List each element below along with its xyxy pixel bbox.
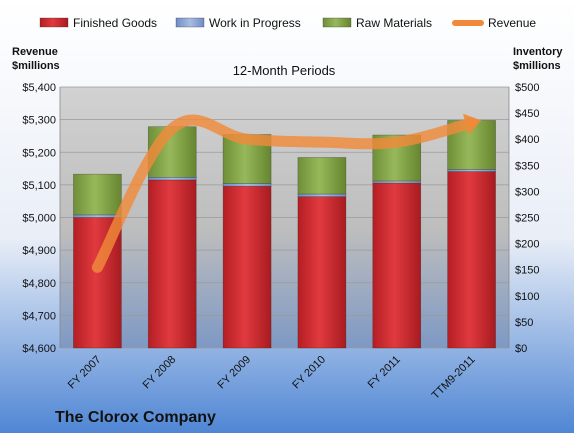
bar-finished-goods: [372, 182, 422, 349]
revenue-arrowhead: [463, 113, 482, 136]
bar-finished-goods: [297, 196, 347, 349]
left-tick-label: $4,700: [22, 310, 56, 322]
right-tick-label: $100: [515, 291, 539, 303]
legend-swatch-finished-goods: [39, 17, 69, 28]
company-name: The Clorox Company: [55, 409, 216, 426]
left-tick-label: $5,100: [22, 180, 56, 192]
bars: [73, 120, 496, 349]
legend-swatch-raw-materials: [322, 17, 352, 28]
legend-label-work-in-progress: Work in Progress: [209, 16, 301, 30]
bar-finished-goods: [447, 171, 496, 349]
bar-raw-materials: [73, 173, 122, 216]
chart-subtitle: 12-Month Periods: [233, 63, 336, 78]
right-tick-label: $200: [515, 239, 539, 251]
legend-label-raw-materials: Raw Materials: [356, 16, 432, 30]
bar-work-in-progress: [147, 177, 197, 181]
right-tick-label: $150: [515, 265, 539, 277]
left-tick-label: $4,800: [22, 278, 56, 290]
right-tick-label: $250: [515, 213, 539, 225]
right-axis-title-line1: Inventory: [513, 46, 563, 58]
right-tick-label: $350: [515, 160, 539, 172]
left-axis-title-line1: Revenue: [12, 46, 58, 58]
bar-work-in-progress: [447, 169, 496, 172]
right-tick-label: $450: [515, 108, 539, 120]
legend: Finished Goods Work in Progress Raw Materi…: [39, 16, 536, 30]
bar-finished-goods: [222, 185, 272, 349]
left-tick-label: $5,400: [22, 82, 56, 94]
right-tick-label: $0: [515, 343, 527, 355]
left-axis-ticks: $4,600 $4,700 $4,800 $4,900 $5,000 $5,100 $5,2…: [22, 82, 56, 355]
right-axis-title-line2: $millions: [513, 60, 561, 72]
left-tick-label: $4,600: [22, 343, 56, 355]
right-tick-label: $400: [515, 134, 539, 146]
bar-work-in-progress: [73, 214, 122, 218]
bar-work-in-progress: [297, 193, 347, 197]
left-tick-label: $5,300: [22, 115, 56, 127]
left-axis-title-line2: $millions: [12, 60, 60, 72]
right-axis-ticks: $0 $50 $100 $150 $200 $250 $300 $350 $400 $450 $50…: [515, 82, 539, 355]
revenue-line-group: [91, 113, 482, 273]
right-tick-label: $300: [515, 186, 539, 198]
left-tick-label: $5,200: [22, 147, 56, 159]
right-tick-label: $500: [515, 82, 539, 94]
revenue-line: [91, 114, 478, 273]
bar-work-in-progress: [372, 180, 422, 184]
bar-work-in-progress: [222, 183, 272, 187]
legend-swatch-work-in-progress: [175, 17, 205, 28]
legend-label-finished-goods: Finished Goods: [73, 16, 157, 30]
bar-raw-materials: [297, 157, 347, 195]
left-tick-label: $5,000: [22, 213, 56, 225]
right-tick-label: $50: [515, 317, 533, 329]
left-tick-label: $4,900: [22, 245, 56, 257]
bar-finished-goods: [147, 179, 197, 349]
legend-label-revenue: Revenue: [488, 16, 536, 30]
